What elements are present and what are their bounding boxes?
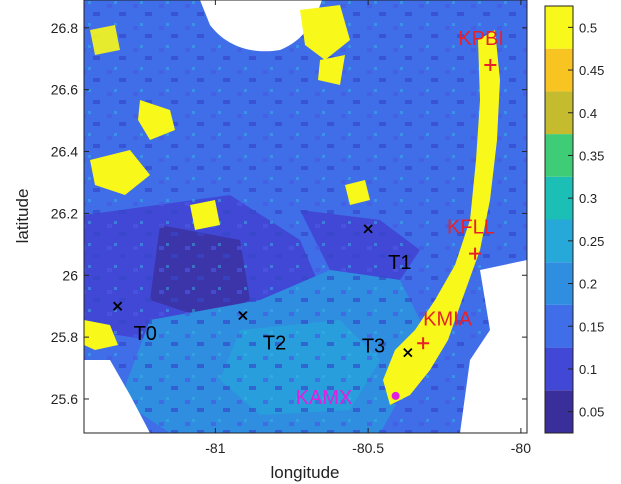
x-tick-label: -80 xyxy=(511,440,531,456)
site-kfll: KFLL xyxy=(447,217,495,260)
y-axis-label: latitude xyxy=(13,189,32,244)
plot-frame xyxy=(83,0,528,434)
site-t3: T3 xyxy=(362,336,413,358)
dot-marker xyxy=(391,391,400,400)
x-marker xyxy=(363,224,373,234)
y-axis: 25.6 25.8 26 26.2 26.4 26.6 26.8 xyxy=(51,20,527,407)
site-t2: T2 xyxy=(238,310,286,354)
x-marker xyxy=(403,347,413,358)
y-tick-label: 26 xyxy=(62,267,78,283)
plus-marker xyxy=(469,247,482,260)
site-label: T1 xyxy=(388,252,411,274)
site-t1: T1 xyxy=(363,224,411,274)
plus-marker xyxy=(484,58,497,71)
x-tick-label: -80.5 xyxy=(352,440,384,456)
y-tick-label: 26.6 xyxy=(51,82,78,98)
colorbar-tick-label: 0.3 xyxy=(579,191,597,206)
site-label: T3 xyxy=(362,336,385,358)
site-label: KMIA xyxy=(423,308,473,330)
x-axis: -81 -80.5 -80 xyxy=(205,0,531,456)
site-label: KPBI xyxy=(458,28,504,50)
site-label: T2 xyxy=(263,332,286,354)
colorbar: 0.05 0.1 0.15 0.2 0.25 0.3 0.35 0.4 0.45 0.5 xyxy=(544,5,604,434)
y-tick-label: 26.2 xyxy=(51,205,78,221)
site-label: KAMX xyxy=(296,387,353,409)
y-tick-label: 25.6 xyxy=(51,391,78,407)
y-tick-label: 26.8 xyxy=(51,20,78,36)
colorbar-tick-label: 0.45 xyxy=(579,63,604,78)
y-tick-label: 25.8 xyxy=(51,329,78,345)
site-markers: T0 T2 T1 T3 KPBI KFLL KMIA KAMX xyxy=(112,28,504,409)
colorbar-tick-label: 0.2 xyxy=(579,277,597,292)
site-kmia: KMIA xyxy=(417,308,473,350)
site-kamx: KAMX xyxy=(296,387,400,409)
colorbar-tick-label: 0.5 xyxy=(579,20,597,35)
y-tick-label: 26.4 xyxy=(51,144,78,160)
site-kpbi: KPBI xyxy=(458,28,504,71)
colorbar-tick-label: 0.4 xyxy=(579,106,597,121)
colorbar-tick-label: 0.15 xyxy=(579,319,604,334)
plot-field xyxy=(84,0,527,433)
x-marker xyxy=(112,301,123,311)
plus-marker xyxy=(417,337,430,350)
site-label: T0 xyxy=(134,323,157,345)
colorbar-tick-label: 0.25 xyxy=(579,234,604,249)
x-axis-label: longitude xyxy=(270,463,339,482)
colorbar-frame xyxy=(544,5,574,434)
colorbar-tick-label: 0.1 xyxy=(579,362,597,377)
site-label: KFLL xyxy=(447,217,495,239)
site-t0: T0 xyxy=(112,301,157,345)
x-marker xyxy=(238,310,248,321)
colorbar-tick-label: 0.35 xyxy=(579,148,604,163)
colorbar-tick-label: 0.05 xyxy=(579,405,604,420)
x-tick-label: -81 xyxy=(205,440,225,456)
